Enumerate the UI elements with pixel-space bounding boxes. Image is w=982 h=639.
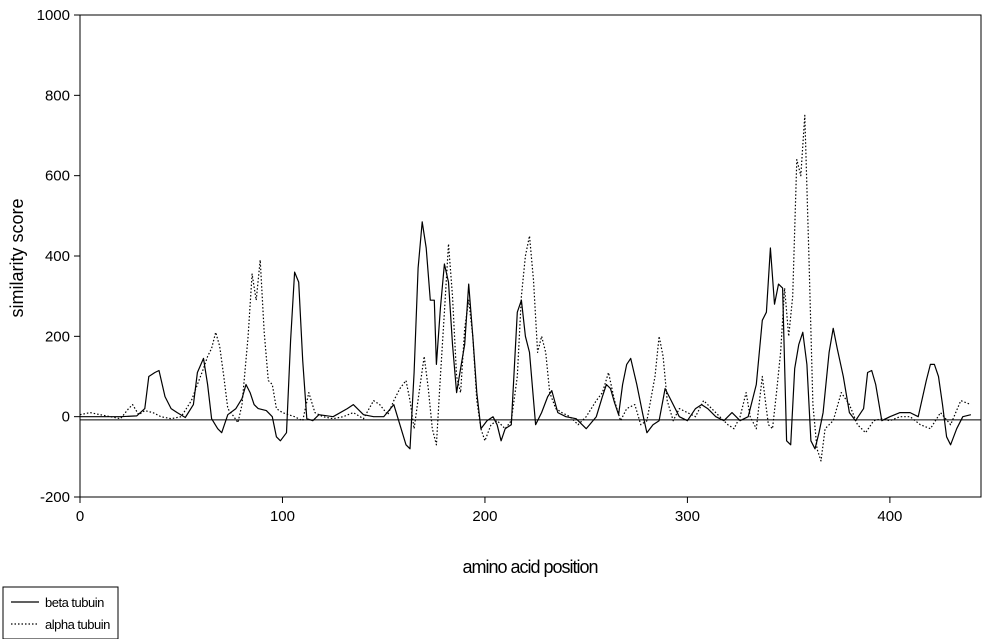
y-tick-label: 1000 <box>37 7 70 24</box>
series-layer <box>79 114 972 462</box>
series-line-beta-tubuin <box>80 221 972 450</box>
legend: beta tubuin alpha tubuin <box>2 586 119 639</box>
legend-box <box>2 586 119 639</box>
x-tick-label: 0 <box>76 508 84 525</box>
x-tick-label: 100 <box>270 508 295 525</box>
y-axis-title: similarity score <box>7 198 27 317</box>
x-tick-label: 200 <box>472 508 497 525</box>
legend-label: beta tubuin <box>45 595 104 610</box>
x-tick-label: 300 <box>675 508 700 525</box>
y-tick-label: -200 <box>40 489 70 506</box>
series-line-alpha-tubuin <box>79 114 972 462</box>
x-axis-title: amino acid position <box>462 557 597 577</box>
y-tick-label: 200 <box>45 328 70 345</box>
y-tick-label: 600 <box>45 168 70 185</box>
legend-label: alpha tubuin <box>45 617 110 632</box>
y-tick-label: 0 <box>62 409 70 426</box>
y-tick-label: 800 <box>45 87 70 104</box>
x-tick-label: 400 <box>877 508 902 525</box>
y-tick-label: 400 <box>45 248 70 265</box>
axes-layer: -200 0 200 400 600 800 1000 0 100 200 300 400 <box>37 7 903 525</box>
